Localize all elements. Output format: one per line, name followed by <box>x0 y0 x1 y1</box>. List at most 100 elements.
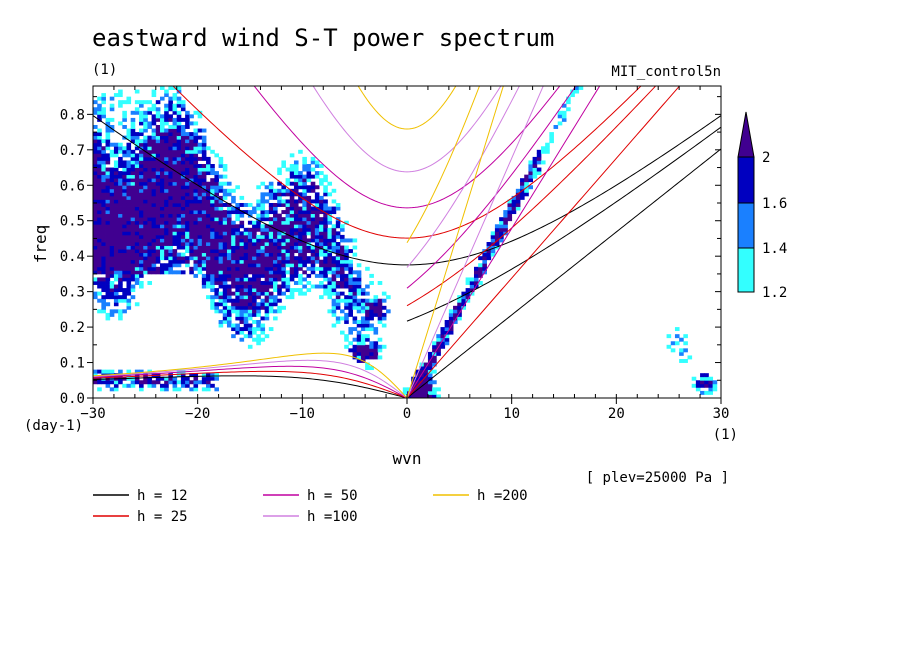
contour-cell <box>536 153 542 158</box>
contour-cell <box>164 206 169 211</box>
x-axis: −30 −20 −10 0 10 20 30 <box>80 86 729 422</box>
contour-cell <box>214 291 219 296</box>
contour-cell <box>239 213 245 218</box>
contour-cell <box>193 249 199 254</box>
contour-cell <box>281 259 286 264</box>
contour-cell <box>210 231 215 236</box>
contour-cell <box>172 171 178 176</box>
contour-cell <box>201 185 207 190</box>
contour-cell <box>105 188 111 193</box>
contour-cell <box>122 245 127 250</box>
contour-cell <box>168 171 173 176</box>
contour-cell <box>222 242 228 246</box>
contour-cell <box>97 284 102 289</box>
contour-cell <box>143 164 148 168</box>
contour-cell <box>176 146 182 151</box>
contour-cell <box>134 164 140 168</box>
contour-cell <box>113 252 119 257</box>
contour-cell <box>247 238 253 243</box>
contour-cell <box>185 178 190 183</box>
contour-cell <box>176 234 182 239</box>
contour-cell <box>126 273 132 278</box>
contour-cell <box>159 125 165 129</box>
contour-cell <box>105 273 111 278</box>
contour-cell <box>143 192 148 197</box>
contour-cell <box>176 174 182 179</box>
contour-cell <box>532 167 538 172</box>
contour-cell <box>281 263 286 268</box>
contour-cell <box>503 224 508 229</box>
contour-cell <box>369 327 374 332</box>
contour-cell <box>143 259 148 264</box>
contour-cell <box>239 298 245 303</box>
contour-cell <box>222 192 228 197</box>
contour-cell <box>143 238 148 243</box>
contour-cell <box>369 351 374 356</box>
contour-cell <box>293 178 299 183</box>
contour-cell <box>239 288 245 293</box>
contour-cell <box>256 213 261 218</box>
contour-cell <box>247 305 253 310</box>
contour-cell <box>126 220 132 225</box>
contour-cell <box>180 231 186 236</box>
contour-cell <box>122 125 127 129</box>
contour-cell <box>168 125 173 129</box>
contour-cell <box>164 142 169 147</box>
contour-cell <box>180 217 186 222</box>
contour-cell <box>168 227 173 232</box>
contour-cell <box>239 252 245 257</box>
contour-cell <box>109 220 115 225</box>
contour-cell <box>197 263 203 268</box>
contour-cell <box>377 320 383 324</box>
contour-cell <box>139 192 144 197</box>
contour-cell <box>159 139 165 144</box>
contour-cell <box>130 242 136 246</box>
contour-cell <box>566 96 571 101</box>
contour-cell <box>256 327 261 332</box>
contour-cell <box>139 259 144 264</box>
contour-cell <box>176 110 182 115</box>
contour-cell <box>260 242 266 246</box>
contour-cell <box>172 125 178 129</box>
contour-cell <box>461 305 467 310</box>
contour-cell <box>210 242 215 246</box>
contour-cell <box>97 167 102 172</box>
contour-cell <box>289 249 295 254</box>
colorbar-segment <box>737 202 755 249</box>
contour-cell <box>256 206 261 211</box>
contour-cell <box>298 263 303 268</box>
contour-cell <box>340 273 345 278</box>
contour-cell <box>172 128 178 133</box>
contour-cell <box>310 199 316 204</box>
contour-cell <box>335 295 341 300</box>
contour-cell <box>344 337 349 342</box>
contour-cell <box>168 231 173 236</box>
contour-cell <box>239 270 245 275</box>
contour-cell <box>243 277 249 282</box>
contour-cell <box>105 312 111 317</box>
contour-cell <box>139 117 144 122</box>
contour-cell <box>310 263 316 268</box>
contour-cell <box>239 266 245 271</box>
contour-cell <box>168 373 173 378</box>
contour-cell <box>289 295 295 300</box>
contour-cell <box>147 227 153 232</box>
contour-cell <box>143 256 148 261</box>
contour-cell <box>273 242 278 246</box>
contour-cell <box>239 195 245 200</box>
contour-cell <box>185 256 190 261</box>
contour-cell <box>499 224 504 229</box>
contour-cell <box>273 238 278 243</box>
contour-cell <box>139 174 144 179</box>
contour-cell <box>126 149 132 154</box>
contour-cell <box>201 256 207 261</box>
contour-cell <box>285 181 291 186</box>
contour-cell <box>97 135 102 140</box>
contour-cell <box>226 217 232 222</box>
contour-cell <box>126 142 132 147</box>
contour-cell <box>189 203 194 207</box>
contour-cell <box>268 309 274 314</box>
contour-cell <box>185 121 190 126</box>
contour-cell <box>101 220 106 225</box>
contour-cell <box>687 355 693 360</box>
